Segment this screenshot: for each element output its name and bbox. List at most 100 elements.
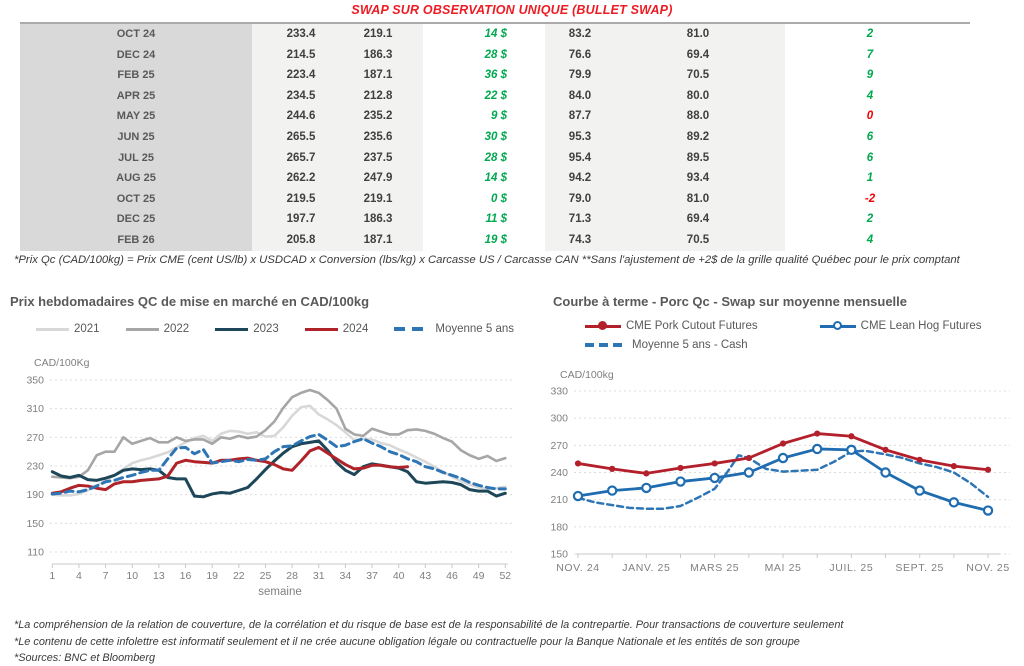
delta-value: 1 — [866, 172, 874, 185]
us-average-value: 88.0 — [686, 110, 710, 123]
table-row: AUG 25 262.2 247.9 14 $ 94.2 93.4 1 — [20, 168, 970, 189]
delta-value: 7 — [866, 48, 874, 61]
legend-swatch — [585, 343, 627, 347]
qc-forward-value: 223.4 — [286, 69, 316, 82]
qc-average-value: 219.1 — [363, 28, 393, 40]
legend-item-2024: 2024 — [304, 323, 369, 335]
qc-average-value: 186.3 — [363, 213, 393, 226]
swap-value: 28 $ — [484, 48, 507, 61]
qc-forward-value: 234.5 — [286, 89, 316, 102]
us-forward-value: 74.3 — [568, 233, 592, 246]
delta-value: 2 — [866, 213, 874, 226]
delta-value: -2 — [864, 192, 876, 205]
svg-text:310: 310 — [26, 403, 44, 415]
us-average-value: 69.4 — [686, 213, 710, 226]
legend-label: 2021 — [74, 323, 100, 335]
svg-text:7: 7 — [103, 570, 109, 582]
swap-value: 36 $ — [484, 69, 507, 82]
legend-swatch — [125, 327, 159, 331]
qc-forward-value: 205.8 — [286, 233, 316, 246]
svg-text:270: 270 — [26, 432, 44, 444]
qc-forward-value: 219.5 — [286, 192, 316, 205]
us-average-value: 70.5 — [686, 233, 710, 246]
legend-item-moyenne-5-ans: Moyenne 5 ans — [394, 323, 514, 335]
svg-text:10: 10 — [126, 570, 138, 582]
svg-text:NOV. 24: NOV. 24 — [556, 562, 600, 574]
svg-text:350: 350 — [26, 375, 44, 387]
svg-text:25: 25 — [260, 570, 272, 582]
legend-swatch — [819, 321, 856, 331]
legend-item-cme-lean-hog-futures: CME Lean Hog Futures — [819, 320, 982, 332]
table-row: JUN 25 265.5 235.6 30 $ 95.3 89.2 6 — [20, 127, 970, 148]
svg-text:16: 16 — [180, 570, 192, 582]
svg-text:31: 31 — [313, 570, 325, 582]
us-average-value: 69.4 — [686, 48, 710, 61]
qc-average-value: 235.6 — [363, 130, 393, 143]
legend-label: CME Pork Cutout Futures — [626, 320, 758, 332]
svg-text:43: 43 — [420, 570, 432, 582]
svg-text:210: 210 — [550, 494, 568, 506]
us-forward-value: 76.6 — [568, 48, 592, 61]
svg-text:semaine: semaine — [258, 586, 301, 598]
svg-text:240: 240 — [550, 467, 568, 479]
svg-text:46: 46 — [446, 570, 458, 582]
delta-value: 6 — [866, 130, 874, 143]
row-month: JUN 25 — [117, 130, 155, 143]
qc-average-value: 219.1 — [363, 192, 393, 205]
weekly-price-chart-plot: 110 150 190 230 270 310 350 CAD/100Kg 1 4 7 10 13 16 1… — [26, 357, 514, 598]
qc-average-value: 186.3 — [363, 48, 393, 61]
svg-text:330: 330 — [550, 386, 568, 398]
swap-value: 0 $ — [491, 192, 507, 205]
legend-swatch — [585, 321, 621, 331]
legend-label: Moyenne 5 ans - Cash — [632, 339, 748, 351]
qc-forward-value: 265.5 — [286, 130, 316, 143]
table-row: MAY 25 244.6 235.2 9 $ 87.7 88.0 0 — [20, 106, 970, 127]
qc-average-value: 187.1 — [363, 233, 393, 246]
svg-text:150: 150 — [550, 549, 568, 561]
qc-forward-value: 265.7 — [286, 151, 316, 164]
qc-forward-value: 197.7 — [286, 213, 316, 226]
forward-curve-legend-row2: Moyenne 5 ans - Cash — [585, 339, 774, 351]
svg-text:300: 300 — [550, 413, 568, 425]
us-average-value: 81.0 — [686, 28, 710, 40]
row-month: AUG 25 — [116, 172, 156, 185]
table-row: DEC 25 197.7 186.3 11 $ 71.3 69.4 2 — [20, 209, 970, 230]
row-month: DEC 24 — [116, 48, 156, 61]
weekly-price-chart: Prix hebdomadaires QC de mise en marché … — [2, 292, 524, 614]
swap-value: 19 $ — [484, 233, 507, 246]
svg-text:37: 37 — [366, 570, 378, 582]
swap-value: 22 $ — [484, 89, 507, 102]
legend-label: CME Lean Hog Futures — [860, 320, 982, 332]
svg-text:19: 19 — [206, 570, 218, 582]
legend-item-2021: 2021 — [36, 323, 100, 335]
us-average-value: 89.5 — [686, 151, 710, 164]
us-forward-value: 79.9 — [568, 69, 592, 82]
table-rows: OCT 24 233.4 219.1 14 $ 83.2 81.0 2 DEC 24 214.5… — [20, 24, 970, 251]
legend-item-moyenne-5-ans-cash: Moyenne 5 ans - Cash — [585, 339, 748, 351]
legend-item-2022: 2022 — [125, 323, 189, 335]
disclaimer-line-2: *Le contenu de cette infolettre est info… — [14, 635, 800, 648]
legend-label: 2024 — [342, 323, 369, 335]
us-average-value: 80.0 — [686, 89, 710, 102]
legend-label: 2023 — [253, 323, 279, 335]
delta-value: 0 — [866, 110, 874, 123]
us-forward-value: 95.3 — [568, 130, 592, 143]
svg-text:34: 34 — [340, 570, 352, 582]
svg-text:49: 49 — [473, 570, 485, 582]
delta-value: 6 — [866, 151, 874, 164]
qc-average-value: 235.2 — [363, 110, 393, 123]
weekly-price-chart-title: Prix hebdomadaires QC de mise en marché … — [10, 294, 370, 309]
table-row: JUL 25 265.7 237.5 28 $ 95.4 89.5 6 — [20, 148, 970, 169]
svg-text:52: 52 — [499, 570, 511, 582]
svg-text:22: 22 — [233, 570, 245, 582]
qc-forward-value: 262.2 — [286, 172, 316, 185]
row-month: OCT 25 — [116, 192, 156, 205]
forward-curve-chart-title: Courbe à terme - Porc Qc - Swap sur moye… — [553, 294, 907, 309]
svg-text:NOV. 25: NOV. 25 — [966, 562, 1010, 574]
row-month: FEB 25 — [117, 69, 155, 82]
svg-text:28: 28 — [286, 570, 298, 582]
legend-swatch — [215, 327, 249, 331]
row-month: APR 25 — [116, 89, 156, 102]
svg-text:MARS 25: MARS 25 — [690, 562, 739, 574]
